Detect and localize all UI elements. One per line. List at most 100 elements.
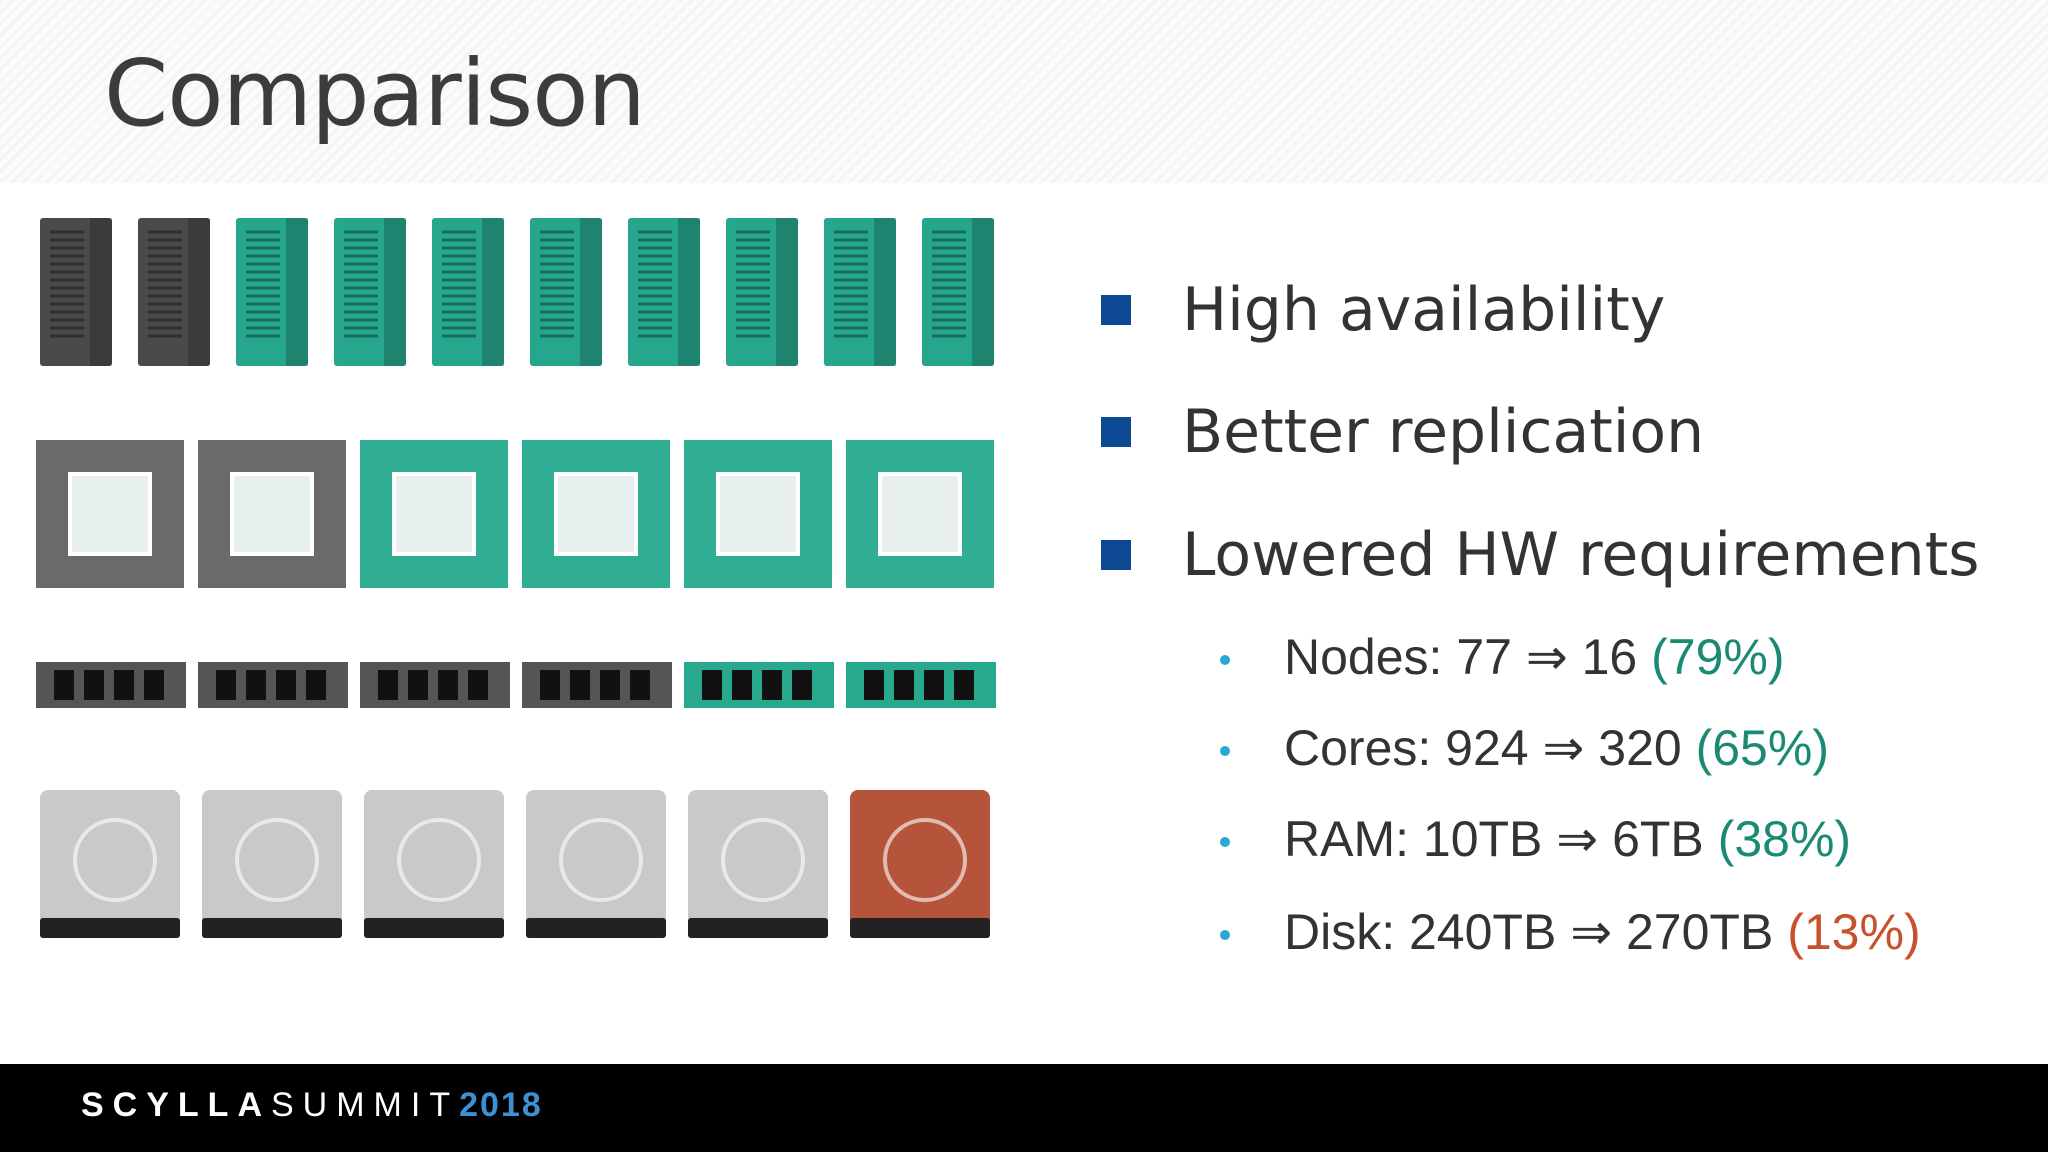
brand-light: SUMMIT (271, 1086, 460, 1124)
server-side (90, 218, 112, 366)
server-side (972, 218, 994, 366)
cpu-die (878, 472, 962, 556)
disk-icon (526, 790, 666, 930)
ram-chip (864, 670, 884, 700)
sub-label: Nodes: 77 ⇒ 16 (1284, 629, 1638, 685)
sub-bullet-text: Disk: 240TB ⇒ 270TB (13%) (1284, 904, 1921, 960)
disk-icon (40, 790, 180, 930)
disk-platter (235, 818, 319, 902)
cpu-die (716, 472, 800, 556)
server-icon (236, 218, 308, 366)
server-side (286, 218, 308, 366)
server-icon (138, 218, 210, 366)
ram-chip (378, 670, 398, 700)
ram-chip (630, 670, 650, 700)
server-side (384, 218, 406, 366)
sub-change: (38%) (1717, 811, 1852, 867)
sub-bullet: Nodes: 77 ⇒ 16 (79%) (1220, 628, 1785, 686)
ram-chip (954, 670, 974, 700)
ram-chip (144, 670, 164, 700)
server-icon (922, 218, 994, 366)
sub-bullet-text: Cores: 924 ⇒ 320 (65%) (1284, 720, 1829, 776)
ram-chip (600, 670, 620, 700)
footer: SCYLLASUMMIT2018 (0, 1064, 2048, 1152)
disk-platter (721, 818, 805, 902)
hardware-icons (36, 218, 996, 938)
disk-icon (364, 790, 504, 930)
cpu-die (230, 472, 314, 556)
ram-chip (84, 670, 104, 700)
server-side (482, 218, 504, 366)
disk-platter (73, 818, 157, 902)
disk-base (202, 918, 342, 938)
bullet-text: Better replication (1182, 397, 1705, 467)
sub-change: (65%) (1695, 720, 1829, 776)
header: Comparison (0, 0, 2048, 183)
server-icon (824, 218, 896, 366)
ram-chip (762, 670, 782, 700)
disk-platter (559, 818, 643, 902)
sub-bullet-marker (1220, 746, 1230, 756)
ram-chip (732, 670, 752, 700)
brand-year: 2018 (459, 1086, 543, 1124)
sub-bullet: Cores: 924 ⇒ 320 (65%) (1220, 719, 1829, 777)
brand-bold: SCYLLA (81, 1086, 271, 1124)
ram-chip (276, 670, 296, 700)
sub-change: (13%) (1787, 904, 1921, 960)
server-side (874, 218, 896, 366)
ram-chip (408, 670, 428, 700)
disk-base (40, 918, 180, 938)
disk-icon (688, 790, 828, 930)
title: Comparison (104, 40, 646, 147)
server-side (776, 218, 798, 366)
server-side (188, 218, 210, 366)
disk-base (526, 918, 666, 938)
ram-chip (540, 670, 560, 700)
ram-chip (468, 670, 488, 700)
sub-bullet-marker (1220, 837, 1230, 847)
server-icon (334, 218, 406, 366)
server-icon (432, 218, 504, 366)
bullet: Lowered HW requirements (1101, 520, 1980, 590)
ram-chip (570, 670, 590, 700)
bullet: High availability (1101, 275, 1665, 345)
cpu-die (392, 472, 476, 556)
disk-platter (883, 818, 967, 902)
server-side (580, 218, 602, 366)
sub-bullet-marker (1220, 655, 1230, 665)
bullet-marker (1101, 540, 1131, 570)
sub-bullet-text: Nodes: 77 ⇒ 16 (79%) (1284, 629, 1785, 685)
sub-bullet-marker (1220, 930, 1230, 940)
sub-label: RAM: 10TB ⇒ 6TB (1284, 811, 1704, 867)
ram-chip (894, 670, 914, 700)
ram-chip (702, 670, 722, 700)
ram-chip (54, 670, 74, 700)
cpu-die (68, 472, 152, 556)
disk-base (364, 918, 504, 938)
ram-chip (306, 670, 326, 700)
ram-chip (792, 670, 812, 700)
ram-chip (438, 670, 458, 700)
disk-icon (850, 790, 990, 930)
sub-label: Disk: 240TB ⇒ 270TB (1284, 904, 1774, 960)
cpu-die (554, 472, 638, 556)
server-icon (726, 218, 798, 366)
server-icon (628, 218, 700, 366)
ram-chip (216, 670, 236, 700)
server-icon (40, 218, 112, 366)
bullet-marker (1101, 295, 1131, 325)
disk-base (850, 918, 990, 938)
bullet-marker (1101, 417, 1131, 447)
bullet-text: Lowered HW requirements (1182, 520, 1980, 590)
disk-base (688, 918, 828, 938)
ram-chip (114, 670, 134, 700)
sub-change: (79%) (1651, 629, 1785, 685)
ram-chip (246, 670, 266, 700)
ram-chip (924, 670, 944, 700)
bullet-text: High availability (1182, 275, 1666, 345)
sub-bullet: RAM: 10TB ⇒ 6TB (38%) (1220, 810, 1851, 868)
sub-bullet: Disk: 240TB ⇒ 270TB (13%) (1220, 903, 1921, 961)
disk-platter (397, 818, 481, 902)
sub-label: Cores: 924 ⇒ 320 (1284, 720, 1682, 776)
